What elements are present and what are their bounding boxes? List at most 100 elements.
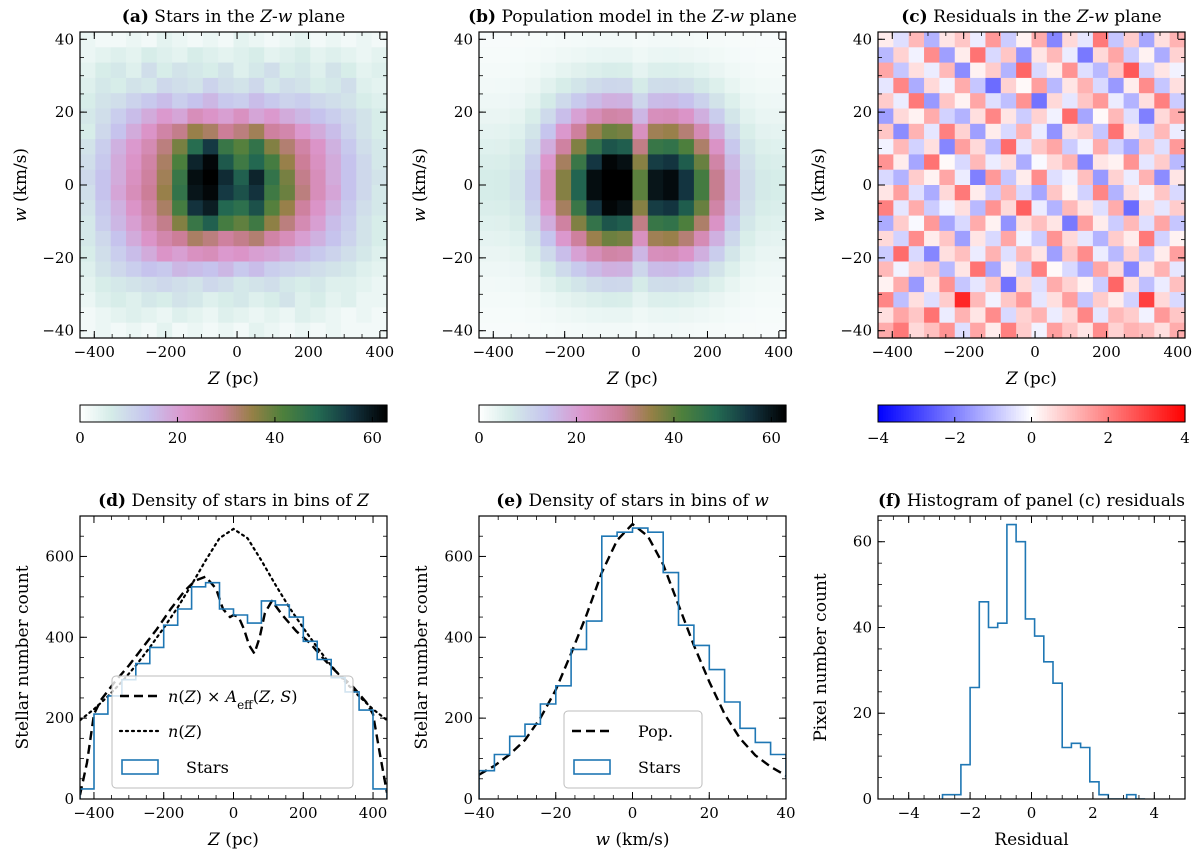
heatmap-cell (525, 200, 541, 217)
heatmap-cell (571, 77, 588, 94)
heatmap-cell (1092, 215, 1109, 232)
colorbar-swatch (207, 405, 212, 422)
heatmap-cell (540, 185, 557, 201)
heatmap-cell (95, 215, 112, 232)
heatmap-cell (218, 292, 235, 308)
colorbar-swatch (975, 405, 979, 422)
colorbar-swatch (773, 405, 777, 422)
heatmap-cell (601, 108, 618, 125)
heatmap-cell (340, 200, 357, 217)
heatmap-cell (340, 154, 357, 171)
heatmap-cell (1123, 123, 1140, 140)
heatmap-cell (1000, 292, 1017, 308)
heatmap-cell (739, 47, 756, 64)
heatmap-cell (1077, 200, 1094, 217)
heatmap-cell (494, 185, 511, 201)
panel-b-heatmap (479, 32, 787, 339)
heatmap-cell (1108, 261, 1125, 278)
heatmap-cell (233, 108, 250, 125)
colorbar-swatch (149, 405, 153, 422)
colorbar-swatch (977, 405, 981, 422)
heatmap-cell (494, 62, 511, 79)
heatmap-cell (310, 77, 327, 94)
heatmap-cell (202, 47, 219, 64)
panel-d-xtick-label: 0 (229, 804, 239, 822)
colorbar-swatch (264, 405, 268, 422)
heatmap-cell (1108, 200, 1125, 217)
heatmap-cell (924, 307, 940, 324)
heatmap-cell (233, 246, 250, 263)
heatmap-cell (709, 169, 726, 186)
colorbar-tick-label: 20 (567, 429, 586, 447)
colorbar-swatch (159, 405, 163, 422)
heatmap-cell (202, 200, 219, 217)
heatmap-cell (1077, 230, 1094, 247)
heatmap-cell (571, 307, 588, 324)
heatmap-cell (294, 123, 311, 140)
heatmap-cell (586, 62, 603, 79)
heatmap-cell (126, 261, 142, 278)
colorbar-swatch (320, 405, 324, 422)
heatmap-cell (1000, 215, 1017, 232)
colorbar-swatch (581, 405, 585, 422)
heatmap-cell (294, 77, 311, 94)
heatmap-cell (755, 307, 772, 324)
heatmap-cell (693, 246, 710, 263)
colorbar-swatch (765, 405, 769, 422)
colorbar-swatch (601, 405, 605, 422)
panel-b-ytick-label: 0 (463, 176, 473, 194)
heatmap-cell (571, 154, 588, 171)
heatmap-cell (1154, 93, 1171, 110)
heatmap-cell (218, 322, 235, 339)
legend-stars-swatch (121, 759, 159, 775)
heatmap-cell (693, 77, 710, 94)
heatmap-cell (878, 246, 894, 263)
colorbar-tick-label: 0 (75, 429, 85, 447)
heatmap-cell (739, 123, 756, 140)
heatmap-cell (1138, 230, 1155, 247)
heatmap-cell (617, 32, 634, 48)
heatmap-cell (709, 154, 726, 171)
heatmap-cell (970, 77, 987, 94)
colorbar-swatch (716, 405, 721, 422)
heatmap-cell (617, 276, 634, 293)
heatmap-cell (202, 261, 219, 278)
heatmap-cell (126, 215, 142, 232)
panel-f-xtick-label: 4 (1150, 804, 1160, 822)
colorbar-swatch (317, 405, 322, 422)
heatmap-cell (693, 139, 710, 155)
heatmap-cell (202, 322, 219, 339)
colorbar-swatch (133, 405, 137, 422)
heatmap-cell (954, 139, 971, 155)
colorbar-swatch (1161, 405, 1166, 422)
colorbar-swatch (1095, 405, 1099, 422)
heatmap-cell (80, 93, 96, 110)
heatmap-cell (356, 32, 373, 48)
colorbar-swatch (169, 405, 173, 422)
heatmap-cell (1092, 292, 1109, 308)
colorbar-swatch (100, 405, 104, 422)
colorbar-swatch (225, 405, 229, 422)
heatmap-cell (924, 77, 940, 94)
colorbar-swatch (929, 405, 933, 422)
colorbar-swatch (609, 405, 613, 422)
heatmap-cell (663, 322, 680, 339)
heatmap-cell (80, 276, 96, 293)
heatmap-cell (1092, 77, 1109, 94)
heatmap-cell (371, 32, 388, 48)
colorbar-swatch (1123, 405, 1127, 422)
heatmap-cell (571, 108, 588, 125)
heatmap-cell (939, 292, 956, 308)
colorbar-swatch (95, 405, 99, 422)
heatmap-cell (371, 108, 388, 125)
colorbar-swatch (729, 405, 733, 422)
colorbar-swatch (645, 405, 649, 422)
heatmap-cell (1169, 185, 1186, 201)
heatmap-cell (770, 62, 787, 79)
heatmap-cell (893, 93, 910, 110)
heatmap-cell (954, 307, 971, 324)
colorbar-swatch (369, 405, 373, 422)
colorbar-swatch (238, 405, 242, 422)
heatmap-cell (1062, 261, 1079, 278)
heatmap-cell (172, 123, 189, 140)
